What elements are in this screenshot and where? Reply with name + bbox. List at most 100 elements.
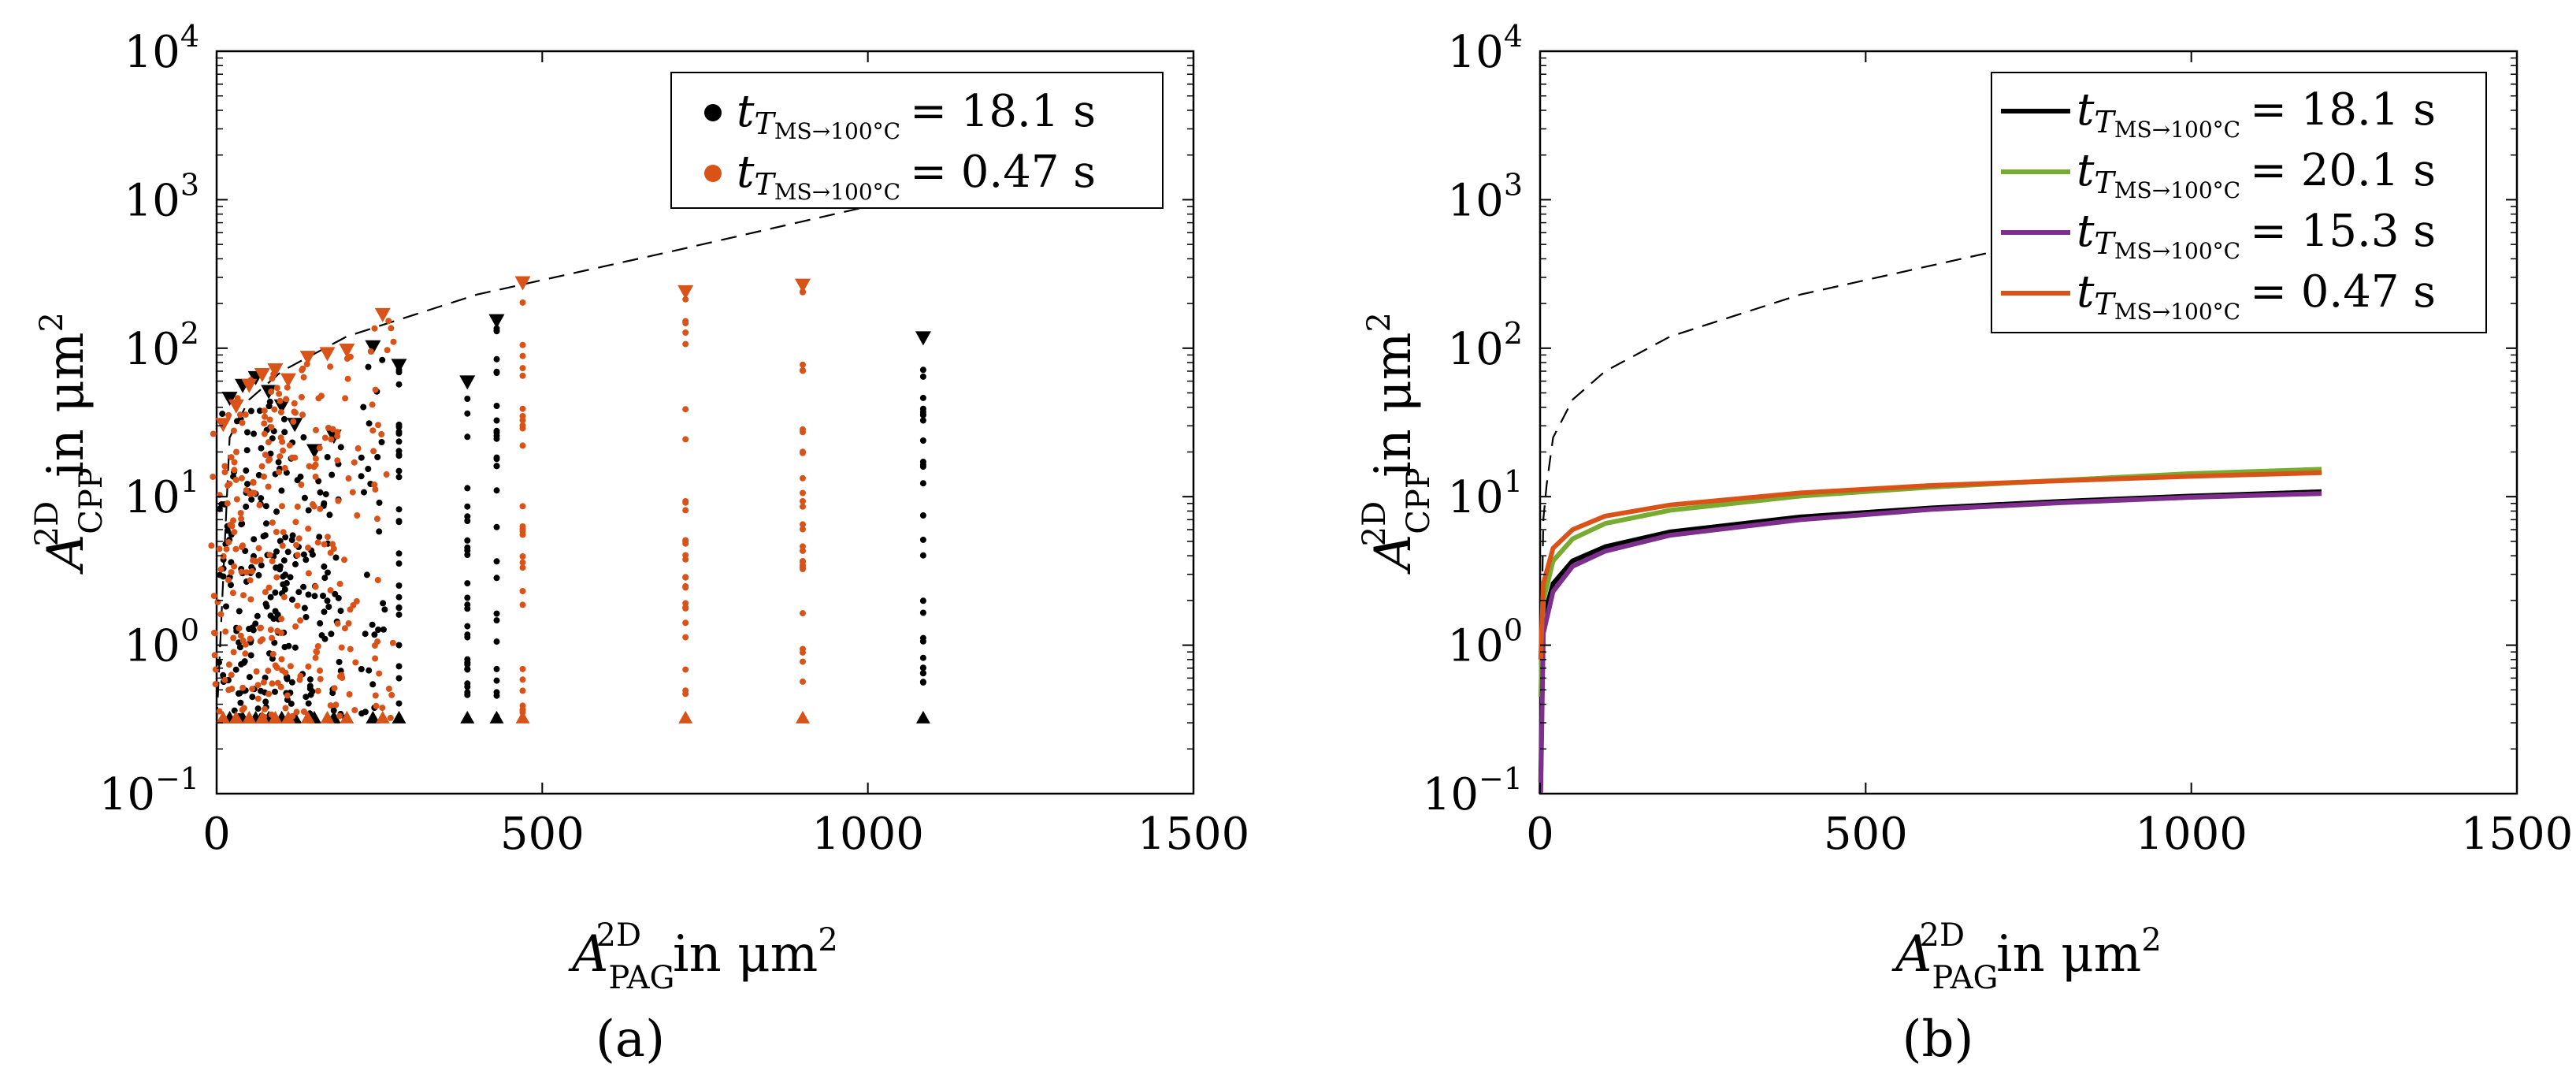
- min-marker-s1-c2: [242, 710, 257, 723]
- point-s1-c0: [231, 529, 238, 536]
- b-ytick-label-3: 102: [1448, 316, 1523, 375]
- point-s1-c10: [519, 588, 526, 594]
- point-s0-c8: [369, 621, 376, 628]
- point-s0-c8: [376, 499, 383, 506]
- point-s1-c10: [519, 341, 526, 348]
- point-s1-c7: [327, 587, 334, 593]
- point-s1-c5: [277, 397, 284, 404]
- min-marker-s1-c8: [340, 710, 354, 723]
- point-s1-c12: [800, 547, 806, 554]
- point-s0-c4: [281, 429, 288, 436]
- point-s1-c6: [297, 672, 304, 679]
- point-s1-c7: [314, 649, 321, 656]
- point-s0-c6: [305, 591, 312, 598]
- b-ytick-label-0: 10−1: [1423, 761, 1523, 820]
- point-s0-c12: [919, 411, 926, 418]
- point-s1-c1: [231, 459, 238, 466]
- legend-marker-a-1: [704, 165, 722, 182]
- point-s1-c11: [682, 619, 689, 627]
- point-s0-c1: [236, 608, 243, 615]
- point-s0-c5: [301, 494, 308, 501]
- point-s1-c6: [310, 463, 317, 471]
- point-s1-c7: [327, 549, 334, 556]
- point-s1-c7: [317, 667, 323, 674]
- point-s0-c10: [464, 513, 471, 520]
- point-s1-c3: [265, 668, 272, 675]
- point-s1-c1: [228, 454, 235, 461]
- point-s1-c5: [291, 454, 299, 461]
- point-s1-c3: [269, 558, 276, 564]
- point-s1-c0: [210, 593, 217, 600]
- b-ytick-label-5: 104: [1448, 19, 1523, 78]
- point-s0-c6: [317, 619, 324, 627]
- point-s0-c6: [300, 551, 307, 558]
- point-s1-c4: [262, 589, 269, 596]
- point-s1-c2: [255, 545, 262, 552]
- point-s1-c0: [221, 463, 228, 470]
- point-s1-c8: [351, 707, 358, 713]
- point-s0-c10: [464, 661, 471, 668]
- point-s0-c2: [262, 532, 269, 539]
- point-s1-c9: [374, 577, 381, 583]
- point-s1-c9: [372, 386, 379, 393]
- point-s1-c8: [341, 625, 348, 632]
- point-s0-c3: [263, 520, 269, 527]
- point-s0-c9: [395, 438, 403, 445]
- point-s0-c2: [249, 694, 256, 701]
- point-s0-c3: [258, 445, 265, 452]
- point-s0-c2: [258, 562, 265, 569]
- legend-entry-b-3: tTMS→100°C = 0.47 s: [2077, 266, 2436, 325]
- point-s1-c0: [212, 666, 219, 673]
- point-s1-c10: [519, 365, 526, 372]
- point-s1-c0: [225, 661, 232, 668]
- point-s1-c4: [265, 457, 272, 464]
- point-s1-c7: [321, 541, 328, 548]
- point-s0-c11: [493, 403, 500, 409]
- point-s0-c10: [464, 580, 471, 587]
- point-s0-c3: [265, 403, 273, 410]
- point-s0-c10: [464, 594, 471, 601]
- point-s1-c8: [345, 620, 352, 627]
- point-s1-c10: [519, 422, 526, 429]
- point-s0-c12: [919, 552, 926, 559]
- point-s1-c8: [335, 497, 342, 504]
- point-s1-c11: [682, 498, 689, 504]
- point-s0-c12: [919, 437, 926, 444]
- point-s0-c3: [258, 687, 264, 694]
- point-s1-c10: [519, 676, 526, 683]
- point-s1-c10: [519, 564, 526, 571]
- min-marker-s1-c1: [228, 710, 243, 723]
- point-s1-c10: [519, 687, 526, 694]
- point-s1-c12: [800, 526, 806, 533]
- point-s0-c5: [280, 581, 287, 588]
- point-s0-c4: [283, 674, 290, 681]
- point-s1-c0: [230, 649, 237, 656]
- point-s1-c7: [321, 434, 328, 441]
- point-s1-c5: [293, 709, 300, 716]
- point-s0-c7: [324, 454, 331, 460]
- point-s1-c4: [271, 406, 278, 413]
- point-s0-c1: [248, 496, 255, 503]
- panel-label-b: (b): [1902, 1010, 1974, 1069]
- min-marker-s1-c0: [216, 710, 231, 723]
- point-s0-c9: [395, 560, 403, 567]
- point-s1-c6: [310, 503, 317, 510]
- point-s0-c9: [395, 700, 403, 707]
- point-s1-c1: [225, 577, 232, 583]
- point-s0-c4: [273, 548, 280, 555]
- point-s1-c5: [291, 400, 298, 407]
- point-s1-c8: [336, 712, 343, 720]
- point-s1-c4: [261, 420, 268, 427]
- point-s1-c6: [300, 708, 307, 715]
- b-xtick-label-1: 500: [1824, 809, 1908, 860]
- point-s1-c6: [305, 525, 312, 532]
- point-s0-c5: [284, 549, 291, 556]
- point-s0-c9: [395, 663, 403, 670]
- point-s1-c2: [237, 510, 244, 516]
- b-xtick-label-0: 0: [1526, 809, 1554, 860]
- point-s1-c7: [313, 455, 319, 462]
- point-s1-c0: [217, 611, 225, 618]
- point-s1-c2: [247, 577, 254, 584]
- point-s1-c5: [276, 469, 283, 475]
